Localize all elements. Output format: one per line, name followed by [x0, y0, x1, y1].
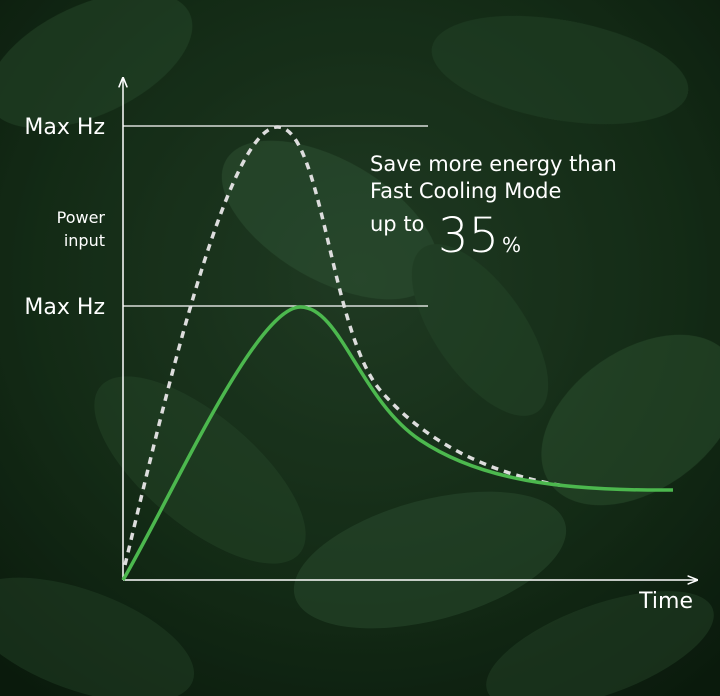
message-line: Fast Cooling Mode	[370, 179, 561, 203]
y-axis-label: Power	[57, 208, 106, 227]
fast-cooling-curve	[123, 125, 566, 566]
y-axis-label: input	[64, 231, 105, 250]
x-axis-label: Time	[638, 589, 693, 614]
message-line: Save more energy than	[370, 152, 617, 176]
message-prefix: up to	[370, 212, 424, 236]
max-hz-label: Max Hz	[24, 115, 105, 140]
message-unit: %	[502, 233, 521, 257]
max-hz-label: Max Hz	[24, 295, 105, 320]
energy-saving-curve	[121, 305, 674, 581]
message-figure: 35	[438, 208, 499, 264]
